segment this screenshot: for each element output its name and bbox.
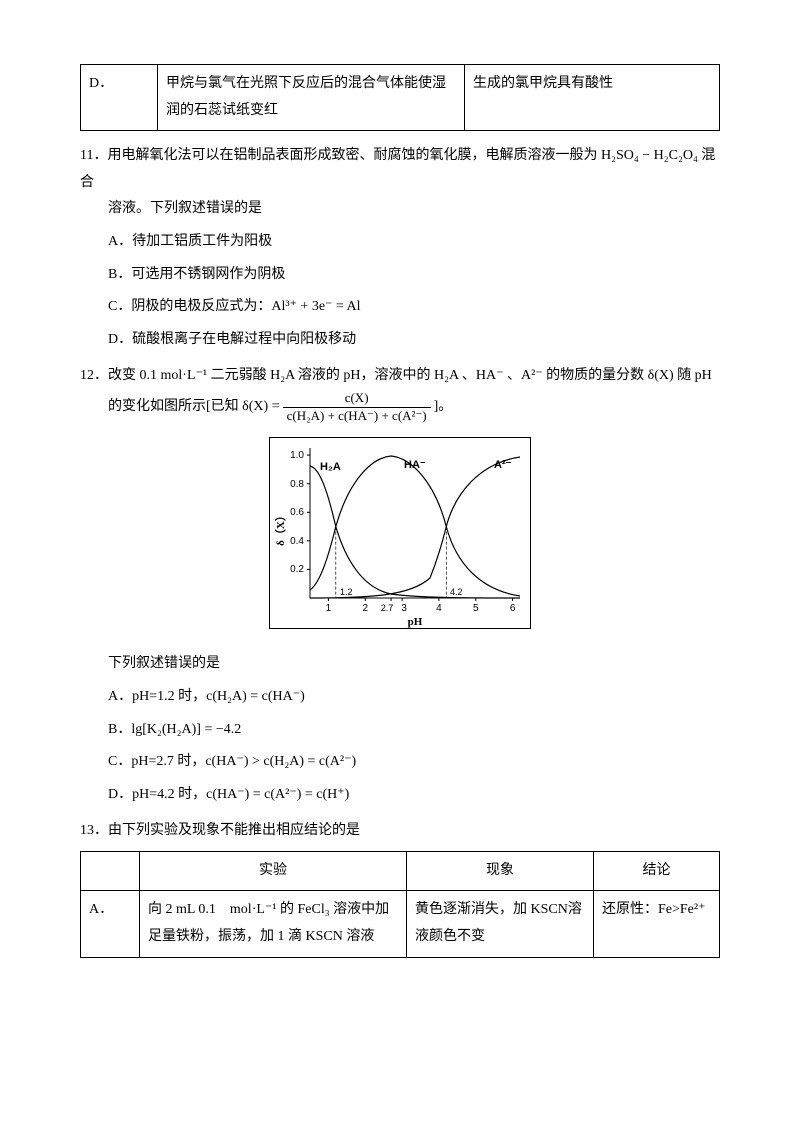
x-axis-label: pH: [408, 616, 423, 628]
q11-option-a: A．待加工铝质工件为阳极: [80, 229, 720, 256]
svg-text:0.4: 0.4: [290, 536, 304, 547]
fraction-denominator: c(H₂A) + c(HA⁻) + c(A²⁻): [283, 408, 431, 425]
row-a-experiment: 向 2 mL 0.1 mol·L⁻¹ 的 FeCl₃ 溶液中加足量铁粉，振荡，加…: [140, 891, 407, 957]
q12-option-a: A．pH=1.2 时，c(H₂A) = c(HA⁻): [80, 684, 720, 711]
q11-number: 11．: [80, 148, 107, 163]
q13-number: 13．: [80, 823, 108, 838]
q12-option-c: C．pH=2.7 时，c(HA⁻) > c(H₂A) = c(A²⁻): [80, 749, 720, 776]
fraction-numerator: c(X): [283, 390, 431, 408]
label-a2: A²⁻: [494, 459, 512, 471]
label-h2a: H₂A: [320, 461, 341, 473]
q12-stem-2: 的变化如图所示[已知 δ(X) = c(X) c(H₂A) + c(HA⁻) +…: [80, 390, 720, 425]
q12-stem2-suffix: ]。: [434, 394, 453, 421]
table-row: A． 向 2 mL 0.1 mol·L⁻¹ 的 FeCl₃ 溶液中加足量铁粉，振…: [81, 891, 720, 957]
q11-stem: 用电解氧化法可以在铝制品表面形成致密、耐腐蚀的氧化膜，电解质溶液一般为 H₂SO…: [80, 148, 715, 190]
fraction: c(X) c(H₂A) + c(HA⁻) + c(A²⁻): [283, 390, 431, 425]
q13-stem: 由下列实验及现象不能推出相应结论的是: [108, 823, 360, 838]
cell-conclusion: 生成的氯甲烷具有酸性: [465, 65, 720, 131]
q11-option-b: B．可选用不锈钢网作为阴极: [80, 262, 720, 289]
q12-stem: 改变 0.1 mol·L⁻¹ 二元弱酸 H₂A 溶液的 pH，溶液中的 H₂A …: [108, 368, 712, 383]
y-axis-label: δ（X）: [274, 510, 287, 546]
q12-option-b: B．lg[K₂(H₂A)] = −4.2: [80, 717, 720, 744]
svg-text:4.2: 4.2: [450, 587, 463, 597]
q12-stem2-prefix: 的变化如图所示[已知 δ(X) =: [108, 394, 280, 421]
question-13: 13．由下列实验及现象不能推出相应结论的是 实验 现象 结论 A． 向 2 mL…: [80, 818, 720, 957]
question-12: 12．改变 0.1 mol·L⁻¹ 二元弱酸 H₂A 溶液的 pH，溶液中的 H…: [80, 363, 720, 808]
svg-text:2: 2: [363, 603, 369, 614]
svg-text:0.6: 0.6: [290, 507, 304, 518]
q12-number: 12．: [80, 368, 108, 383]
header-conclusion: 结论: [594, 851, 720, 891]
svg-text:1: 1: [326, 603, 332, 614]
q13-table: 实验 现象 结论 A． 向 2 mL 0.1 mol·L⁻¹ 的 FeCl₃ 溶…: [80, 851, 720, 958]
delta-vs-ph-chart: 0.2 0.4 0.6 0.8 1.0 1 2 2.7 3 4 5 6: [269, 437, 531, 629]
q10-table-fragment: D． 甲烷与氯气在光照下反应后的混合气体能使湿润的石蕊试纸变红 生成的氯甲烷具有…: [80, 64, 720, 131]
cell-experiment: 甲烷与氯气在光照下反应后的混合气体能使湿润的石蕊试纸变红: [158, 65, 465, 131]
row-a-label: A．: [81, 891, 140, 957]
q12-below: 下列叙述错误的是: [80, 651, 720, 678]
q12-option-d: D．pH=4.2 时，c(HA⁻) = c(A²⁻) = c(H⁺): [80, 782, 720, 809]
q11-stem-2: 溶液。下列叙述错误的是: [80, 196, 720, 223]
question-11: 11．用电解氧化法可以在铝制品表面形成致密、耐腐蚀的氧化膜，电解质溶液一般为 H…: [80, 143, 720, 353]
header-experiment: 实验: [140, 851, 407, 891]
table-row: D． 甲烷与氯气在光照下反应后的混合气体能使湿润的石蕊试纸变红 生成的氯甲烷具有…: [81, 65, 720, 131]
table-header-row: 实验 现象 结论: [81, 851, 720, 891]
svg-text:5: 5: [473, 603, 479, 614]
row-label: D．: [81, 65, 158, 131]
row-a-phenomenon: 黄色逐渐消失，加 KSCN溶液颜色不变: [407, 891, 594, 957]
svg-text:0.2: 0.2: [290, 564, 304, 575]
q11-option-c: C．阴极的电极反应式为：Al³⁺ + 3e⁻ = Al: [80, 294, 720, 321]
svg-text:4: 4: [436, 603, 442, 614]
svg-text:1.0: 1.0: [290, 450, 304, 461]
label-ha: HA⁻: [404, 459, 426, 471]
q11-option-d: D．硫酸根离子在电解过程中向阳极移动: [80, 327, 720, 354]
header-blank: [81, 851, 140, 891]
svg-text:1.2: 1.2: [340, 587, 353, 597]
svg-text:0.8: 0.8: [290, 479, 304, 490]
row-a-conclusion: 还原性：Fe>Fe²⁺: [594, 891, 720, 957]
q12-chart-wrap: 0.2 0.4 0.6 0.8 1.0 1 2 2.7 3 4 5 6: [80, 437, 720, 640]
header-phenomenon: 现象: [407, 851, 594, 891]
svg-text:6: 6: [510, 603, 516, 614]
svg-text:2.7: 2.7: [381, 603, 394, 613]
svg-text:3: 3: [401, 603, 407, 614]
